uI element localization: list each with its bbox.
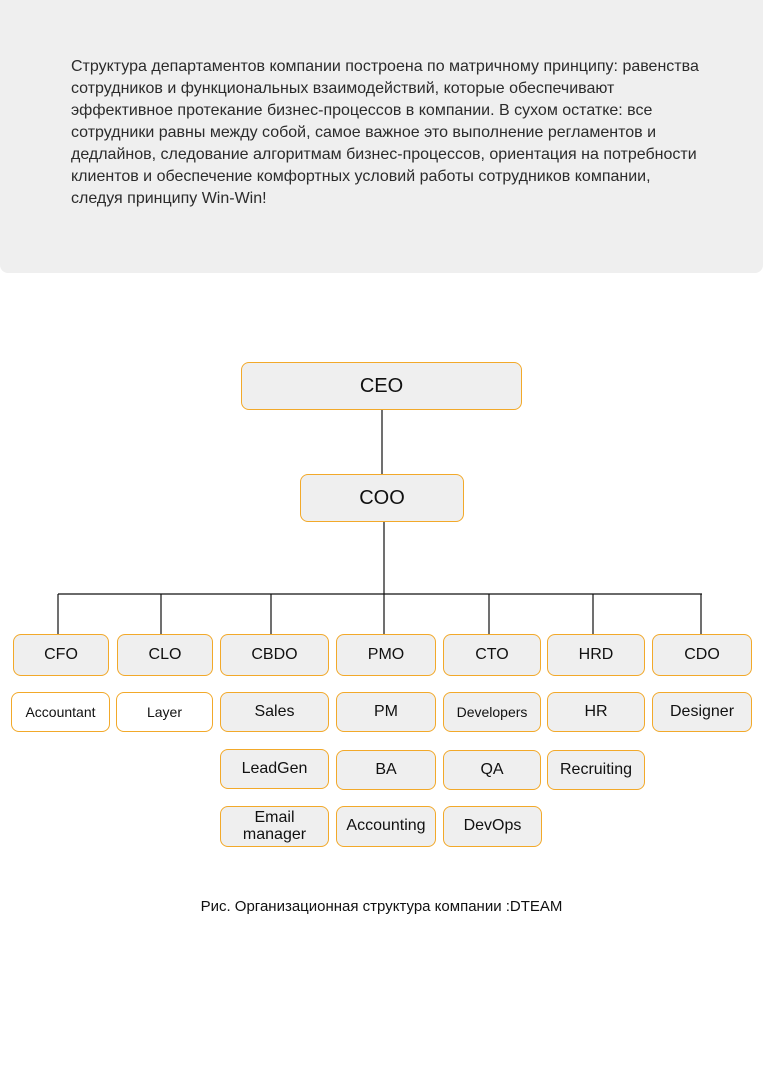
figure-caption: Рис. Организационная структура компании … — [200, 898, 563, 915]
accounting-box: Accounting — [336, 806, 436, 847]
accountant-box: Accountant — [11, 692, 110, 732]
email-manager-box: Email manager — [220, 806, 329, 847]
recruiting-box: Recruiting — [547, 750, 645, 790]
coo-box: COO — [300, 474, 464, 522]
qa-box: QA — [443, 750, 541, 790]
cfo-box: CFO — [13, 634, 109, 676]
cdo-box: CDO — [652, 634, 752, 676]
developers-box: Developers — [443, 692, 541, 732]
hrd-box: HRD — [547, 634, 645, 676]
devops-box: DevOps — [443, 806, 542, 847]
pm-box: PM — [336, 692, 436, 732]
leadgen-box: LeadGen — [220, 749, 329, 789]
intro-text: Структура департаментов компании построе… — [71, 58, 699, 207]
clo-box: CLO — [117, 634, 213, 676]
pmo-box: PMO — [336, 634, 436, 676]
cbdo-box: CBDO — [220, 634, 329, 676]
ba-box: BA — [336, 750, 436, 790]
layer-box: Layer — [116, 692, 213, 732]
designer-box: Designer — [652, 692, 752, 732]
intro-panel: Структура департаментов компании построе… — [0, 0, 763, 273]
sales-box: Sales — [220, 692, 329, 732]
cto-box: CTO — [443, 634, 541, 676]
hr-box: HR — [547, 692, 645, 732]
ceo-box: CEO — [241, 362, 522, 410]
